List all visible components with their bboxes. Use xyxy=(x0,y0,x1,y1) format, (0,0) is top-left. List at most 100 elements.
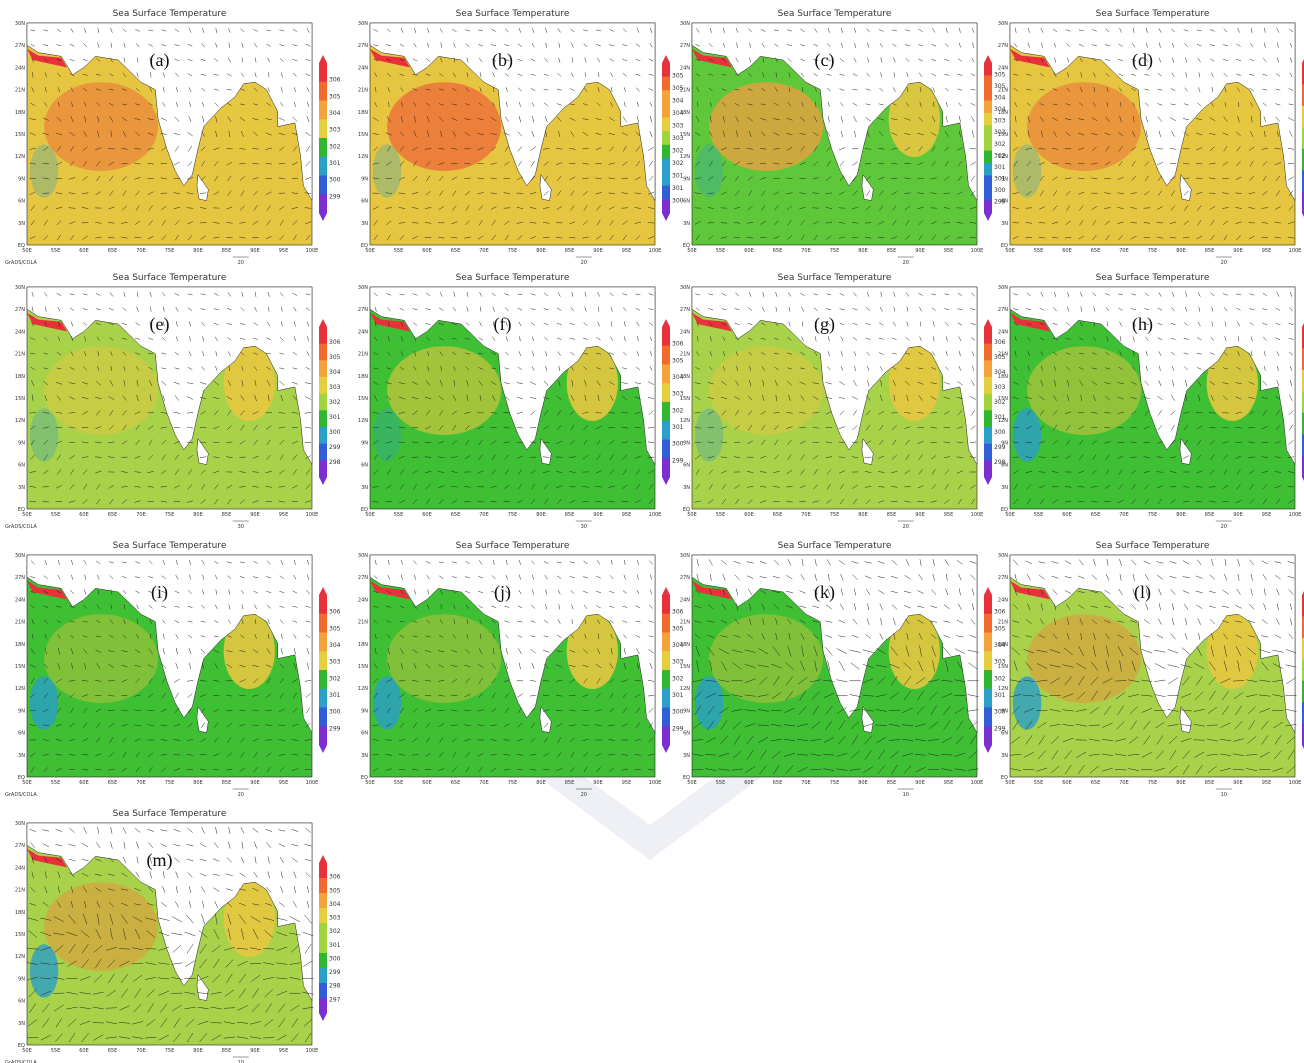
colorbar-label: 303 xyxy=(994,384,1006,391)
lat-label: 27N xyxy=(15,307,25,313)
lat-label: 27N xyxy=(680,575,690,581)
colorbar-segment xyxy=(662,327,670,346)
lat-label: 30N xyxy=(998,553,1008,559)
lon-label: 60E xyxy=(1062,780,1072,786)
colorbar-segment xyxy=(319,998,327,1013)
lat-label: 6N xyxy=(18,463,25,469)
colorbar-segment xyxy=(662,104,670,118)
panel-label: (j) xyxy=(494,582,511,603)
lon-label: 85E xyxy=(222,1048,232,1054)
colorbar-label: 302 xyxy=(329,928,341,935)
colorbar-label: 303 xyxy=(329,915,341,922)
colorbar-segment xyxy=(662,131,670,145)
lat-label: 12N xyxy=(15,686,25,692)
colorbar-segment xyxy=(984,101,992,114)
lon-label: 70E xyxy=(801,248,811,254)
colorbar-label: 300 xyxy=(329,955,341,962)
lat-label: 3N xyxy=(18,1021,25,1027)
panel-title: Sea Surface Temperature xyxy=(113,273,227,283)
panel-label: (d) xyxy=(1132,50,1153,71)
cool-patch xyxy=(1013,408,1042,461)
colorbar-end xyxy=(662,213,670,221)
warm-patch xyxy=(44,882,158,971)
lon-label: 100E xyxy=(306,780,319,786)
lon-label: 65E xyxy=(451,248,461,254)
warm-patch xyxy=(387,82,501,171)
lat-label: 9N xyxy=(683,440,690,446)
lon-label: 100E xyxy=(1289,780,1302,786)
cool-patch xyxy=(373,408,402,461)
colorbar-label: 304 xyxy=(672,98,684,105)
lon-label: 90E xyxy=(593,248,603,254)
map-panel: Sea Surface Temperature30N27N24N21N18N15… xyxy=(998,273,1304,530)
map-panel: Sea Surface Temperature30N27N24N21N18N15… xyxy=(998,541,1304,798)
lat-label: 18N xyxy=(680,374,690,380)
lon-label: 55E xyxy=(394,512,404,518)
lon-label: 80E xyxy=(536,512,546,518)
lon-label: 70E xyxy=(136,780,146,786)
lat-label: 15N xyxy=(680,396,690,402)
colorbar-segment xyxy=(662,172,670,186)
map-panel: Sea Surface Temperature30N27N24N21N18N15… xyxy=(5,273,341,530)
colorbar-segment xyxy=(319,633,327,652)
lat-label: 21N xyxy=(15,352,25,358)
colorbar-label: 306 xyxy=(329,77,341,84)
lon-label: 70E xyxy=(479,512,489,518)
lat-label: 21N xyxy=(15,620,25,626)
lat-label: 15N xyxy=(15,932,25,938)
colorbar-label: 306 xyxy=(329,874,341,881)
colorbar-segment xyxy=(319,670,327,689)
lon-label: 60E xyxy=(744,248,754,254)
lon-label: 90E xyxy=(1233,512,1243,518)
lat-label: 6N xyxy=(361,731,368,737)
colorbar-label: 305 xyxy=(672,73,684,80)
colorbar-end xyxy=(662,477,670,485)
lon-label: 50E xyxy=(22,1048,32,1054)
lon-label: 100E xyxy=(306,1048,319,1054)
colorbar-segment xyxy=(662,346,670,365)
map-panel: Sea Surface Temperature30N27N24N21N18N15… xyxy=(5,541,341,798)
colorbar-label: 300 xyxy=(672,198,684,205)
lon-label: 70E xyxy=(1119,512,1129,518)
colorbar-end xyxy=(984,587,992,595)
lon-label: 70E xyxy=(479,780,489,786)
colorbar-segment xyxy=(662,383,670,402)
cool-patch xyxy=(30,144,59,197)
colorbar-label: 306 xyxy=(672,341,684,348)
lat-label: 12N xyxy=(358,418,368,424)
lat-label: 24N xyxy=(358,65,368,71)
lat-label: 21N xyxy=(998,88,1008,94)
colorbar-end xyxy=(984,745,992,753)
lon-label: 55E xyxy=(716,780,726,786)
cool-patch xyxy=(695,144,724,197)
lat-label: 18N xyxy=(15,374,25,380)
cool-patch xyxy=(30,408,59,461)
lat-label: 3N xyxy=(683,221,690,227)
colorbar-label: 302 xyxy=(329,143,341,150)
lat-label: 9N xyxy=(361,176,368,182)
lon-label: 50E xyxy=(22,248,32,254)
lat-label: 27N xyxy=(680,43,690,49)
colorbar-label: 305 xyxy=(329,93,341,100)
lat-label: 9N xyxy=(18,708,25,714)
lat-label: 27N xyxy=(358,307,368,313)
lat-label: 27N xyxy=(680,307,690,313)
colorbar-segment xyxy=(984,113,992,126)
colorbar-label: 304 xyxy=(994,95,1006,102)
vector-scale: 20 xyxy=(238,792,244,798)
lon-label: 95E xyxy=(944,512,954,518)
map-panel: Sea Surface Temperature30N27N24N21N18N15… xyxy=(998,9,1304,266)
warm-patch xyxy=(44,346,158,435)
lon-label: 95E xyxy=(1262,780,1272,786)
lat-label: 9N xyxy=(18,440,25,446)
colorbar-segment xyxy=(319,138,327,157)
lon-label: 50E xyxy=(1005,780,1015,786)
lat-label: 18N xyxy=(998,642,1008,648)
cool-patch xyxy=(1013,144,1042,197)
lon-label: 55E xyxy=(1034,248,1044,254)
lon-label: 100E xyxy=(649,780,662,786)
colorbar-label: 306 xyxy=(329,609,341,616)
colorbar-segment xyxy=(984,188,992,201)
colorbar-segment xyxy=(319,427,327,444)
lat-label: 18N xyxy=(358,642,368,648)
